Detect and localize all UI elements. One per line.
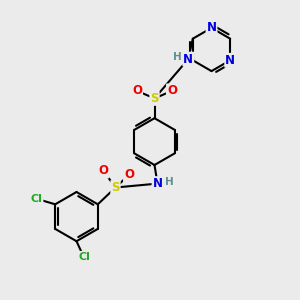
Text: S: S bbox=[150, 92, 159, 105]
Text: O: O bbox=[132, 84, 142, 98]
Text: H: H bbox=[172, 52, 181, 62]
Text: Cl: Cl bbox=[78, 252, 90, 262]
Text: S: S bbox=[111, 181, 120, 194]
Text: N: N bbox=[225, 54, 235, 67]
Text: Cl: Cl bbox=[31, 194, 43, 204]
Text: N: N bbox=[206, 21, 217, 34]
Text: O: O bbox=[167, 84, 177, 98]
Text: H: H bbox=[164, 177, 173, 187]
Text: N: N bbox=[183, 52, 193, 66]
Text: O: O bbox=[124, 168, 134, 182]
Text: N: N bbox=[152, 177, 163, 190]
Text: O: O bbox=[98, 164, 109, 178]
